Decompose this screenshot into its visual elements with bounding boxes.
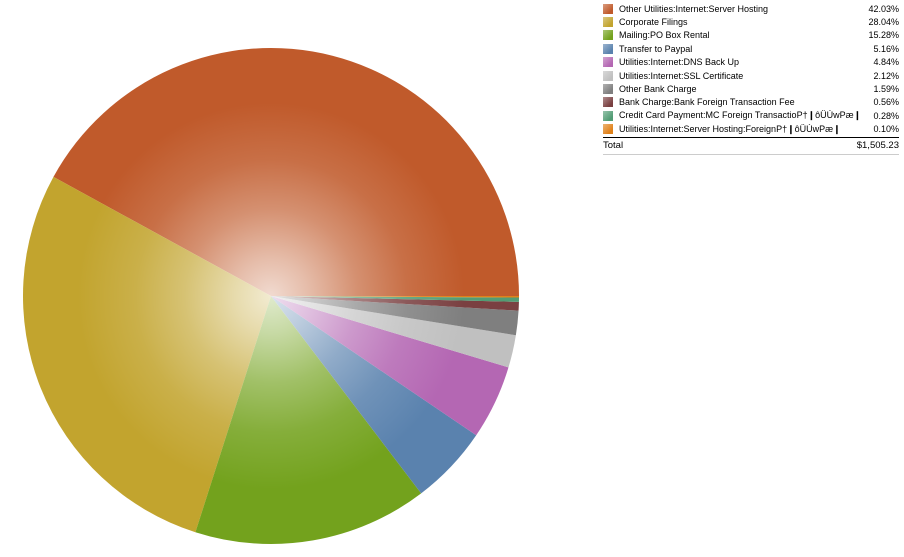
legend-label: Transfer to Paypal xyxy=(619,43,693,54)
legend-swatch-icon xyxy=(603,43,613,54)
legend-row[interactable]: Corporate Filings 28.04% xyxy=(603,15,899,28)
legend-row[interactable]: Bank Charge:Bank Foreign Transaction Fee… xyxy=(603,96,899,109)
legend-label: Corporate Filings xyxy=(619,17,688,28)
total-label: Total xyxy=(603,139,624,151)
legend-percent: 4.84% xyxy=(873,57,899,68)
legend-row[interactable]: Utilities:Internet:SSL Certificate 2.12% xyxy=(603,69,899,82)
total-value: $1,505.23 xyxy=(856,139,899,151)
legend-swatch-icon xyxy=(603,30,613,41)
legend-percent: 15.28% xyxy=(868,30,899,41)
legend-swatch-icon xyxy=(603,57,613,68)
legend-row[interactable]: Utilities:Internet:Server Hosting:Foreig… xyxy=(603,123,899,136)
legend-label: Utilities:Internet:DNS Back Up xyxy=(619,57,740,68)
legend-label: Other Utilities:Internet:Server Hosting xyxy=(619,3,769,14)
legend-swatch-icon xyxy=(603,84,613,95)
legend-percent: 1.59% xyxy=(873,84,899,95)
legend-swatch-icon xyxy=(603,70,613,81)
legend-percent: 2.12% xyxy=(873,70,899,81)
legend-label: Other Bank Charge xyxy=(619,84,697,95)
legend: Other Utilities:Internet:Server Hosting 4… xyxy=(603,2,899,155)
legend-label: Bank Charge:Bank Foreign Transaction Fee xyxy=(619,97,795,108)
legend-percent: 0.10% xyxy=(873,124,899,135)
legend-row[interactable]: Transfer to Paypal 5.16% xyxy=(603,42,899,55)
legend-label: Mailing:PO Box Rental xyxy=(619,30,710,41)
legend-swatch-icon xyxy=(603,97,613,108)
legend-row[interactable]: Utilities:Internet:DNS Back Up 4.84% xyxy=(603,56,899,69)
legend-swatch-icon xyxy=(603,124,613,135)
legend-total-row: Total $1,505.23 xyxy=(603,136,899,155)
legend-percent: 0.28% xyxy=(873,110,899,121)
legend-label: Utilities:Internet:SSL Certificate xyxy=(619,70,744,81)
legend-row[interactable]: Mailing:PO Box Rental 15.28% xyxy=(603,29,899,42)
legend-percent: 0.56% xyxy=(873,97,899,108)
legend-row[interactable]: Other Bank Charge 1.59% xyxy=(603,82,899,95)
legend-row[interactable]: Other Utilities:Internet:Server Hosting 4… xyxy=(603,2,899,15)
legend-label: Credit Card Payment:MC Foreign Transacti… xyxy=(619,110,862,121)
legend-percent: 5.16% xyxy=(873,43,899,54)
legend-percent: 28.04% xyxy=(868,17,899,28)
legend-row[interactable]: Credit Card Payment:MC Foreign Transacti… xyxy=(603,109,899,122)
legend-swatch-icon xyxy=(603,17,613,28)
legend-swatch-icon xyxy=(603,110,613,121)
legend-label: Utilities:Internet:Server Hosting:Foreig… xyxy=(619,123,841,134)
legend-rows: Other Utilities:Internet:Server Hosting 4… xyxy=(603,2,899,136)
legend-percent: 42.03% xyxy=(868,3,899,14)
legend-swatch-icon xyxy=(603,3,613,14)
